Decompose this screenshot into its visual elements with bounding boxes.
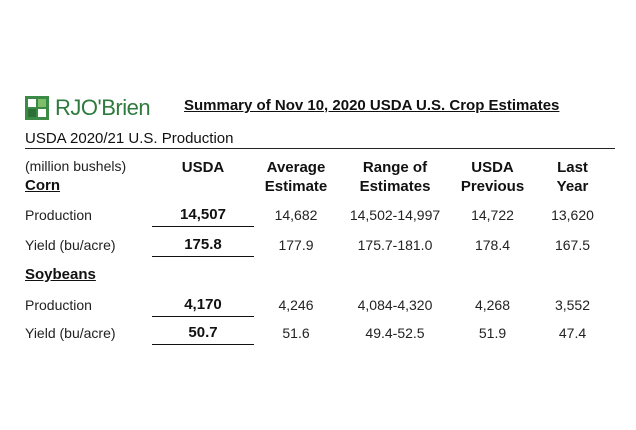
soybeans-production-last-year: 3,552 xyxy=(554,297,591,313)
corn-yield-average: 177.9 xyxy=(278,237,314,253)
logo-wordmark: RJO'Brien xyxy=(55,95,151,120)
soybeans-yield-usda: 50.7 xyxy=(188,324,218,341)
rjobrien-logo-icon xyxy=(25,96,49,120)
column-header-usda-previous: USDA Previous xyxy=(445,158,540,196)
row-label-soybeans-production: Production xyxy=(25,297,92,313)
corn-yield-range: 175.7-181.0 xyxy=(357,237,433,253)
column-header-line: USDA xyxy=(181,159,225,176)
soybeans-yield-previous: 51.9 xyxy=(478,325,507,341)
column-header-line: Previous xyxy=(460,178,525,195)
column-header-last-year: Last Year xyxy=(535,158,610,196)
corn-yield-last-year: 167.5 xyxy=(554,237,591,253)
usda-value-underline xyxy=(152,256,254,257)
soybeans-yield-average: 51.6 xyxy=(282,325,310,341)
section-title: USDA 2020/21 U.S. Production xyxy=(25,130,234,147)
row-label-corn-production: Production xyxy=(25,207,92,223)
corn-production-range: 14,502-14,997 xyxy=(349,207,441,223)
soybeans-production-average: 4,246 xyxy=(278,297,314,313)
soybeans-production-usda: 4,170 xyxy=(184,296,222,313)
row-label-soybeans-yield: Yield (bu/acre) xyxy=(25,325,116,341)
crop-label-soybeans: Soybeans xyxy=(25,266,96,283)
column-header-line: Range of xyxy=(362,159,428,176)
usda-value-underline xyxy=(152,226,254,227)
corn-yield-previous: 178.4 xyxy=(474,237,511,253)
column-header-line: Year xyxy=(556,178,589,195)
column-header-line: Average xyxy=(266,159,326,176)
document-title: Summary of Nov 10, 2020 USDA U.S. Crop E… xyxy=(184,97,560,114)
column-header-line: Estimate xyxy=(264,178,328,195)
soybeans-production-range: 4,084-4,320 xyxy=(357,297,433,313)
row-label-corn-yield: Yield (bu/acre) xyxy=(25,237,116,253)
column-header-range-of-estimates: Range of Estimates xyxy=(335,158,455,196)
crop-label-corn: Corn xyxy=(25,177,60,194)
corn-yield-usda: 175.8 xyxy=(184,236,222,253)
usda-value-underline xyxy=(152,344,254,345)
units-label: (million bushels) xyxy=(25,158,127,174)
corn-production-average: 14,682 xyxy=(274,207,318,223)
usda-value-underline xyxy=(152,316,254,317)
column-header-line: Estimates xyxy=(359,178,431,195)
corn-production-usda: 14,507 xyxy=(180,206,226,223)
corn-production-previous: 14,722 xyxy=(471,207,514,223)
soybeans-production-previous: 4,268 xyxy=(474,297,511,313)
soybeans-yield-last-year: 47.4 xyxy=(558,325,587,341)
column-header-average-estimate: Average Estimate xyxy=(246,158,346,196)
column-header-line: USDA xyxy=(471,159,514,176)
soybeans-yield-range: 49.4-52.5 xyxy=(365,325,425,341)
column-header-usda: USDA xyxy=(152,158,254,177)
corn-production-last-year: 13,620 xyxy=(551,207,594,223)
column-header-line: Last xyxy=(557,159,588,176)
title-divider xyxy=(25,148,615,149)
